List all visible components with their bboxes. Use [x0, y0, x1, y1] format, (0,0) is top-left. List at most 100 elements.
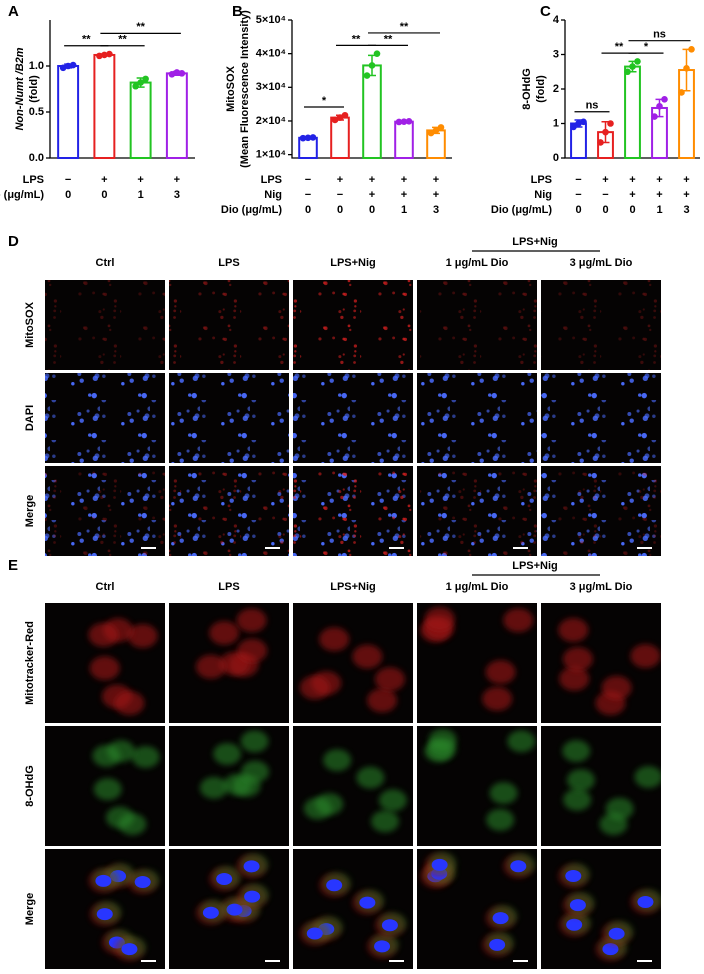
nucleus — [569, 899, 586, 912]
row-label: Merge — [24, 495, 36, 527]
bar — [394, 120, 414, 159]
micrograph — [417, 849, 537, 969]
micrograph — [417, 373, 537, 463]
condition-value: − — [575, 189, 581, 201]
data-point — [59, 64, 67, 72]
data-point — [624, 68, 631, 76]
data-point — [368, 62, 376, 69]
y-tick-label: 4 — [553, 14, 560, 26]
significance-label: ** — [352, 33, 361, 45]
nucleus — [216, 872, 233, 885]
ohdg-signal — [240, 730, 269, 753]
row-label: Merge — [24, 893, 36, 925]
y-tick-label: 5×10⁴ — [256, 14, 286, 26]
micrograph — [417, 603, 537, 723]
mito-signal — [424, 606, 455, 631]
mitosox-signal — [169, 466, 289, 556]
mito-signal — [237, 638, 268, 663]
ohdg-signal — [199, 776, 228, 799]
condition-value: + — [369, 189, 375, 201]
micrograph — [541, 280, 661, 370]
panel-letter: E — [8, 557, 18, 574]
nucleus — [565, 870, 582, 883]
micrograph — [293, 373, 413, 463]
y-axis-label: (Mean Fluorescence Intensity) — [239, 10, 251, 168]
nucleus — [95, 874, 112, 887]
micrograph — [417, 466, 537, 556]
ohdg-signal — [378, 789, 407, 812]
significance-label: ** — [615, 41, 624, 53]
data-point — [651, 113, 658, 120]
condition-label: Dio (μg/mL) — [0, 189, 44, 201]
data-point — [69, 61, 77, 69]
column-label: LPS — [218, 257, 239, 269]
y-tick-label: 1 — [553, 117, 559, 129]
micrograph — [45, 849, 165, 969]
ohdg-signal — [507, 730, 536, 753]
mito-signal — [88, 622, 119, 647]
data-point — [656, 102, 663, 110]
mitosox-signal — [45, 466, 165, 556]
y-tick-label: 3 — [553, 48, 559, 60]
micrograph — [293, 466, 413, 556]
row-label: 8-OHdG — [24, 765, 36, 807]
ohdg-signal — [486, 808, 515, 831]
data-point — [629, 63, 636, 70]
data-point — [336, 114, 344, 121]
condition-value: + — [629, 189, 635, 201]
column-label: Ctrl — [96, 257, 115, 269]
condition-label: Nig — [264, 189, 282, 201]
ohdg-signal — [223, 773, 252, 796]
bar — [93, 53, 116, 159]
nucleus — [608, 927, 625, 940]
row-label: MitoSOX — [24, 301, 36, 347]
condition-value: 0 — [101, 189, 107, 201]
data-point — [309, 134, 317, 141]
condition-label: LPS — [23, 174, 44, 186]
column-label: 1 μg/mL Dio — [446, 257, 509, 269]
ohdg-signal — [131, 745, 160, 768]
row-label: DAPI — [24, 405, 36, 431]
data-point — [64, 62, 72, 70]
condition-value: + — [401, 189, 407, 201]
nucleus — [602, 943, 619, 956]
mitosox-signal — [293, 466, 413, 556]
data-point — [395, 118, 403, 126]
data-point — [688, 46, 695, 53]
column-label: LPS+Nig — [330, 581, 376, 593]
ohdg-signal — [118, 813, 147, 836]
data-point — [101, 51, 108, 59]
mito-signal — [236, 608, 267, 633]
significance-label: ** — [400, 21, 409, 33]
mito-signal — [352, 644, 383, 669]
ohdg-signal — [562, 740, 591, 763]
data-point — [168, 70, 176, 78]
micrograph — [169, 849, 289, 969]
y-tick-label: 3×10⁴ — [256, 81, 286, 93]
nucleus — [374, 940, 391, 953]
group-label: LPS+Nig — [512, 236, 558, 248]
mito-signal — [195, 654, 226, 679]
mito-signal — [319, 627, 350, 652]
condition-value: − — [305, 189, 311, 201]
nucleus — [566, 918, 583, 931]
data-point — [400, 118, 408, 125]
mitosox-signal — [541, 466, 661, 556]
condition-value: − — [575, 174, 581, 186]
ohdg-signal — [634, 766, 661, 789]
condition-value: + — [174, 174, 180, 186]
data-point — [341, 111, 349, 119]
mito-signal — [482, 686, 513, 711]
micrograph — [541, 373, 661, 463]
data-point — [363, 72, 371, 79]
nucleus — [243, 860, 260, 873]
condition-value: 3 — [433, 204, 439, 216]
micrograph — [45, 603, 165, 723]
dapi-nuclei — [169, 373, 289, 463]
mitosox-signal — [417, 466, 537, 556]
condition-value: 0 — [65, 189, 71, 201]
y-tick-label: 0.5 — [29, 106, 44, 118]
mitosox-signal — [169, 280, 289, 370]
micrograph — [293, 280, 413, 370]
